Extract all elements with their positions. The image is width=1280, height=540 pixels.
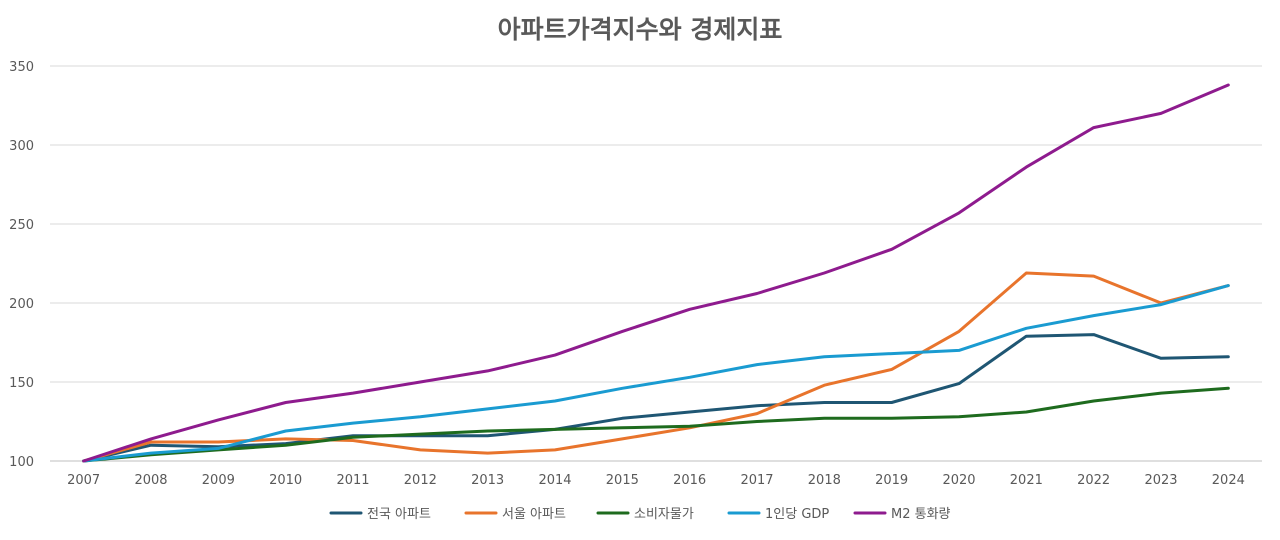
- series-line: [82, 386, 1230, 463]
- x-tick-label: 2020: [942, 473, 975, 488]
- y-tick-label: 150: [9, 376, 34, 391]
- x-tick-label: 2018: [808, 473, 841, 488]
- x-tick-label: 2017: [740, 473, 773, 488]
- series-line: [82, 83, 1230, 463]
- x-tick-label: 2023: [1144, 473, 1177, 488]
- y-tick-label: 200: [9, 297, 34, 312]
- legend-item: M2 통화량: [853, 507, 951, 522]
- x-tick-label: 2019: [875, 473, 908, 488]
- y-tick-label: 300: [9, 139, 34, 154]
- chart-title: 아파트가격지수와 경제지표: [498, 15, 783, 44]
- series-line: [82, 284, 1230, 463]
- x-axis-ticks: 2007 2008 2009 2010 2011 2012 2013 2014 2015 2016…: [67, 473, 1245, 488]
- x-tick-label: 2021: [1010, 473, 1043, 488]
- x-tick-label: 2007: [67, 473, 100, 488]
- legend-item: 소비자물가: [596, 507, 694, 522]
- series-lines: [82, 83, 1230, 463]
- y-tick-label: 100: [9, 455, 34, 470]
- legend-label: M2 통화량: [891, 507, 951, 522]
- series-line: [82, 333, 1230, 463]
- y-tick-label: 250: [9, 218, 34, 233]
- x-tick-label: 2012: [404, 473, 437, 488]
- legend-label: 전국 아파트: [367, 507, 431, 522]
- x-tick-label: 2014: [538, 473, 571, 488]
- y-axis-ticks: 100 150 200 250 300 350: [9, 60, 34, 470]
- legend: 전국 아파트 서울 아파트 소비자물가 1인당 GDP M2 통화량: [329, 507, 951, 522]
- legend-label: 서울 아파트: [502, 507, 566, 522]
- legend-item: 1인당 GDP: [727, 507, 829, 522]
- legend-label: 소비자물가: [634, 507, 694, 522]
- x-tick-label: 2024: [1212, 473, 1245, 488]
- legend-label: 1인당 GDP: [765, 507, 829, 522]
- x-tick-label: 2022: [1077, 473, 1110, 488]
- x-tick-label: 2013: [471, 473, 504, 488]
- x-tick-label: 2011: [336, 473, 369, 488]
- legend-item: 서울 아파트: [464, 507, 566, 522]
- x-tick-label: 2009: [202, 473, 235, 488]
- x-tick-label: 2015: [606, 473, 639, 488]
- gridlines: [50, 65, 1262, 462]
- legend-item: 전국 아파트: [329, 507, 431, 522]
- x-tick-label: 2016: [673, 473, 706, 488]
- x-tick-label: 2008: [134, 473, 167, 488]
- x-tick-label: 2010: [269, 473, 302, 488]
- series-line: [82, 271, 1230, 463]
- y-tick-label: 350: [9, 60, 34, 75]
